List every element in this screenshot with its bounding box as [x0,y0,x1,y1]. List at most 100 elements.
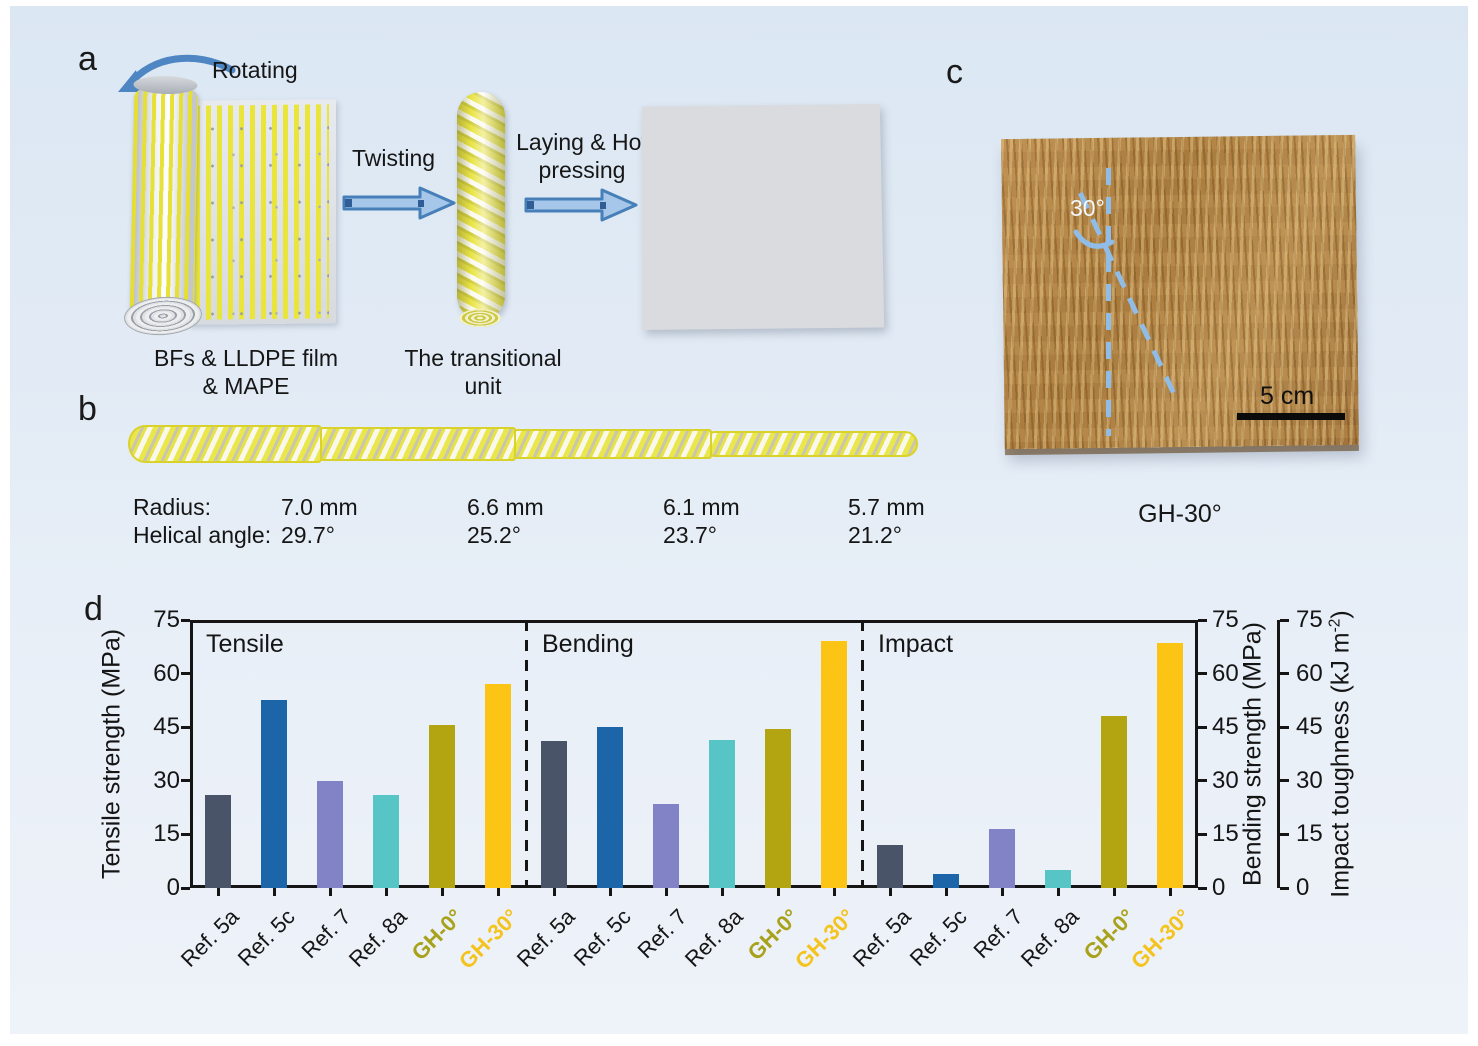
category-label: Ref. 5c [233,904,301,972]
x-axis-tick [945,888,948,896]
category-label: Ref. 8a [680,904,749,973]
y-axis-tick-label-bending: 45 [1212,713,1239,741]
x-axis-tick [889,888,892,896]
helical-value: 23.7° [663,522,717,549]
rod-segment-4 [710,431,918,457]
fiber-film-roll [130,83,199,322]
y-axis-tick-bending [1198,619,1207,622]
panel-a-label: a [78,42,97,76]
group-separator [525,620,528,888]
y-axis-tick-impact [1280,779,1289,782]
category-label: Ref. 5a [512,904,581,973]
y-axis-tick-impact [1280,619,1289,622]
impact-axis-label-suffix: ) [1327,610,1355,618]
x-axis-tick [553,888,556,896]
y-axis-tick-impact [1280,833,1289,836]
x-axis-tick [1001,888,1004,896]
twisting-arrow-icon [342,184,458,222]
y-axis-tick-label-left: 45 [128,713,180,741]
y-axis-tick-label-impact: 45 [1296,713,1323,741]
y-axis-tick-label-impact: 30 [1296,767,1323,795]
bar [485,684,511,888]
panel-a-caption1-line2: & MAPE [150,372,342,400]
helical-row-label: Helical angle: [133,522,271,549]
scale-bar-label: 5 cm [1260,382,1314,411]
bar [205,795,231,888]
category-label: Ref. 5a [848,904,917,973]
scale-bar [1237,413,1345,420]
angle-annotation: 30° [1070,195,1105,222]
y-axis-tick-impact [1280,672,1289,675]
category-label: Ref. 5c [905,904,973,972]
y-axis-tick-label-impact: 0 [1296,874,1309,902]
tapered-helical-rod [128,420,928,468]
x-axis-tick [721,888,724,896]
y-axis-tick-bending [1198,887,1207,890]
impact-axis-label-prefix: Impact toughness (kJ m [1327,632,1355,897]
bar [429,725,455,888]
x-axis-tick [273,888,276,896]
twisting-label: Twisting [352,144,435,172]
x-axis-tick [497,888,500,896]
panel-c-label: c [946,55,963,89]
y-axis-tick-bending [1198,726,1207,729]
category-label: GH-30° [454,904,524,974]
fiber-film-sheet [188,99,336,325]
y-axis-tick-left [181,726,190,729]
bar [933,874,959,888]
tensile-axis-label: Tensile strength (MPa) [98,629,127,879]
angle-arc-icon [1068,216,1120,260]
panel-a-caption1-line1: BFs & LLDPE film [150,344,342,372]
bar [989,829,1015,888]
bar [653,804,679,888]
y-axis-tick-left [181,619,190,622]
bar [709,740,735,888]
panel-a-caption2-line1: The transitional [390,344,576,372]
bar [1101,716,1127,888]
x-axis-tick [777,888,780,896]
radius-value: 6.6 mm [467,494,544,521]
y-axis-tick-left [181,779,190,782]
bar [317,781,343,888]
bar [1157,643,1183,888]
x-axis-tick [441,888,444,896]
panel-d-chart: d Tensile strength (MPa) Bending strengt… [0,580,1478,1046]
laying-label-line1: Laying & Hot [512,128,652,156]
chart-group-label: Tensile [206,630,284,659]
radius-value: 7.0 mm [281,494,358,521]
panel-c-caption: GH-30° [1003,500,1357,529]
y-axis-tick-label-bending: 60 [1212,660,1239,688]
category-label: Ref. 5a [176,904,245,973]
panel-a-caption2-line2: unit [390,372,576,400]
bar [1045,870,1071,888]
impact-axis-label: Impact toughness (kJ m-2) [1326,610,1355,898]
panel-d-label: d [84,592,103,626]
x-axis-tick [665,888,668,896]
group-separator [861,620,864,888]
radius-value: 5.7 mm [848,494,925,521]
radius-row-label: Radius: [133,494,211,521]
category-label: Ref. 5c [569,904,637,972]
fiber-direction-dashed-line [1106,168,1111,436]
y-axis-tick-label-impact: 60 [1296,660,1323,688]
panel-b-label: b [78,392,97,426]
category-label: Ref. 8a [344,904,413,973]
figure-page: a Rotating Twisting Laying & Hot pressin… [0,0,1478,1046]
y-axis-tick-label-bending: 75 [1212,606,1239,634]
y-axis-tick-label-impact: 15 [1296,820,1323,848]
y-axis-tick-label-left: 15 [128,820,180,848]
bending-axis-label: Bending strength (MPa) [1239,622,1268,886]
x-axis-tick [217,888,220,896]
rod-segment-2 [320,427,516,461]
y-axis-tick-label-bending: 30 [1212,767,1239,795]
helical-value: 25.2° [467,522,521,549]
impact-axis-label-sup: -2 [1326,619,1343,633]
rod-segment-3 [514,429,712,459]
y-axis-tick-bending [1198,779,1207,782]
y-axis-tick-left [181,672,190,675]
y-axis-tick-left [181,833,190,836]
y-axis-tick-label-bending: 15 [1212,820,1239,848]
x-axis-tick [609,888,612,896]
x-axis-tick [329,888,332,896]
category-label: GH-30° [790,904,860,974]
